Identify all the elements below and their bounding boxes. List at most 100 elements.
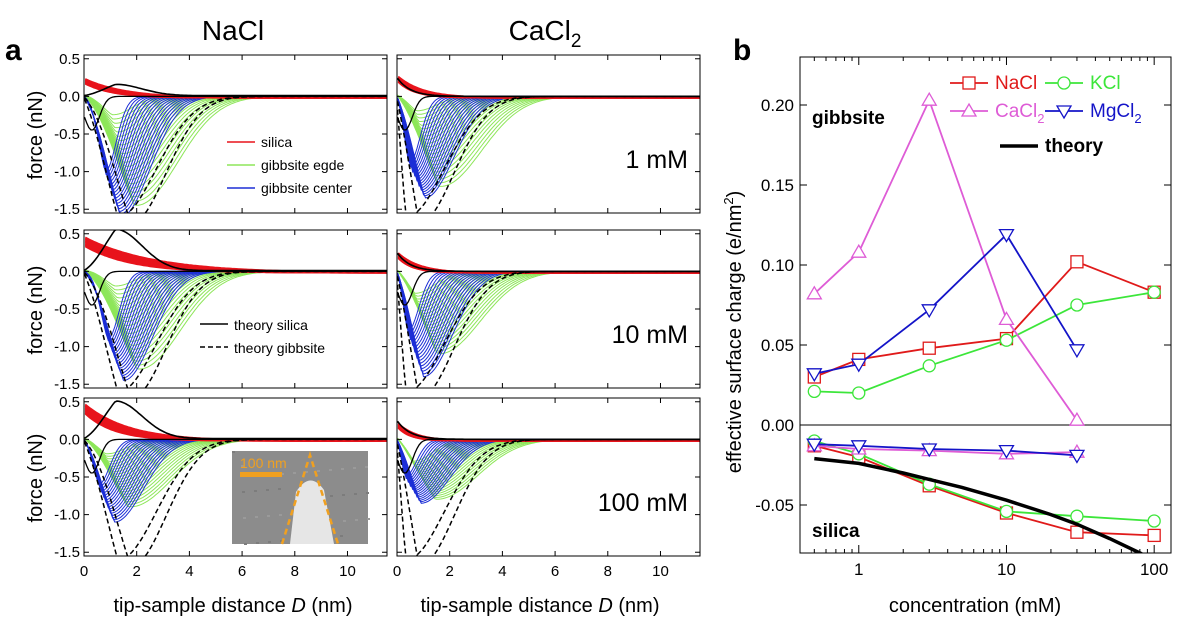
plot-frame [396, 54, 701, 214]
silica-curve [397, 75, 700, 99]
data-point [998, 311, 1015, 326]
column-title-nacl: NaCl [202, 15, 264, 46]
theory-gibbsite-curve [84, 270, 387, 388]
x-tick-label: 2 [446, 563, 454, 580]
theory-silica-curve [397, 420, 700, 441]
silica-curve [84, 408, 387, 442]
sem-noise [281, 473, 284, 475]
sem-noise [278, 488, 281, 490]
force-panel-cacl2-100mm: 0 2 4 6 8 10 100 mM [393, 397, 701, 580]
sem-noise [354, 493, 357, 495]
y-tick-label: 0.20 [761, 96, 794, 115]
y-tick-label: 0.0 [59, 263, 80, 280]
sem-noise [366, 492, 369, 494]
legend-label: NaCl [995, 73, 1037, 94]
data-point [999, 333, 1014, 347]
sem-noise [353, 467, 356, 469]
panel-b-label: b [733, 34, 751, 67]
theory-gibbsite-curve [84, 438, 387, 556]
sem-noise [293, 472, 296, 474]
series-layer [806, 91, 1161, 553]
series-line [814, 291, 1155, 394]
theory-silica-curve [84, 83, 387, 97]
sem-noise [343, 520, 346, 522]
tip-shape [290, 480, 334, 544]
curves [397, 252, 700, 388]
theory-gibbsite-curve [397, 270, 700, 388]
data-point [806, 438, 823, 453]
data-point [806, 368, 823, 383]
x-tick-label: 4 [498, 563, 506, 580]
ylabel-row-2: force (nN) [25, 266, 47, 355]
sem-inset: 100 nm [232, 450, 370, 545]
gibbsite-edge-curve [84, 94, 387, 159]
force-panel-cacl2-1mm: 1 mM [396, 54, 701, 214]
legend-label: MgCl2 [1090, 101, 1142, 126]
curves [84, 78, 387, 213]
x-tick-label: 6 [551, 563, 559, 580]
sem-noise [367, 518, 370, 520]
series-mgcl2 [806, 228, 1086, 464]
sem-noise [267, 515, 270, 517]
surface-charge-plot: 0.20 0.15 0.10 0.05 0.00 -0.05 1 10 100 gibbsite s… [755, 56, 1172, 579]
sem-noise [241, 465, 244, 467]
force-panel-nacl-10mm: 0.5 0.0 -0.5 -1.0 -1.5 [54, 226, 388, 393]
y-tick-label: -1.0 [54, 507, 80, 524]
silica-curve [397, 252, 700, 274]
scale-bar [240, 472, 282, 477]
data-point [850, 358, 867, 373]
sem-noise [340, 535, 343, 537]
data-point [1055, 105, 1073, 120]
sem-noise [305, 471, 308, 473]
data-point [850, 440, 867, 455]
gibbsite-center-curve [397, 438, 700, 487]
sem-noise [279, 514, 282, 516]
concentration-label: 10 mM [612, 321, 688, 349]
theory-gibbsite-curve [84, 95, 387, 213]
panel-b-ylabel: effective surface charge (e/nm2) [721, 191, 746, 474]
theory-silica-curve [84, 270, 387, 306]
y-tick-label: -0.5 [54, 301, 80, 318]
data-point [921, 91, 938, 106]
data-point [921, 443, 938, 458]
series-line [813, 97, 1078, 421]
y-tick-label: -1.0 [54, 339, 80, 356]
column-title-cacl2: CaCl2 [509, 15, 582, 52]
curves [397, 75, 700, 213]
curves [84, 230, 387, 388]
x-tick-label: 10 [339, 563, 356, 580]
gibbsite-edge-curve [397, 270, 700, 303]
sem-noise [254, 490, 257, 492]
silica-curve [84, 410, 387, 442]
tip-outline [280, 450, 340, 545]
x-tick-label: 6 [238, 563, 246, 580]
xlabel-nacl: tip-sample distance D (nm) [114, 595, 353, 617]
data-point [1057, 76, 1071, 90]
force-panel-nacl-100mm: 0.5 0.0 -0.5 -1.0 -1.50 2 4 6 8 10 [54, 394, 388, 580]
data-point [999, 504, 1014, 519]
silica-curve [84, 409, 387, 442]
theory-line [814, 456, 1144, 553]
force-panel-cacl2-10mm: 10 mM [396, 229, 701, 389]
y-tick-label: 0.0 [59, 88, 80, 105]
x-tick-label: 4 [185, 563, 193, 580]
xlabel-cacl2: tip-sample distance D (nm) [421, 595, 660, 617]
x-tick-label: 8 [604, 563, 612, 580]
data-point [850, 243, 867, 258]
series-theory [814, 456, 1144, 553]
force-panel-nacl-1mm: 0.5 0.0 -0.5 -1.0 -1.5 [54, 51, 388, 218]
y-tick-label: -0.05 [755, 496, 794, 515]
theory-silica-curve [84, 95, 387, 131]
x-tick-label: 100 [1140, 560, 1168, 579]
y-tick-label: -1.0 [54, 164, 80, 181]
theory-silica-curve [84, 400, 387, 440]
sem-noise [256, 542, 259, 544]
y-tick-label: -0.5 [54, 126, 80, 143]
data-point [1070, 509, 1084, 523]
y-tick-label: 0.5 [59, 226, 80, 243]
gibbsite-edge-curve [397, 270, 700, 326]
sem-noise [232, 451, 235, 453]
y-tick-label: 0.05 [761, 336, 794, 355]
region-label-gibbsite: gibbsite [812, 108, 885, 129]
